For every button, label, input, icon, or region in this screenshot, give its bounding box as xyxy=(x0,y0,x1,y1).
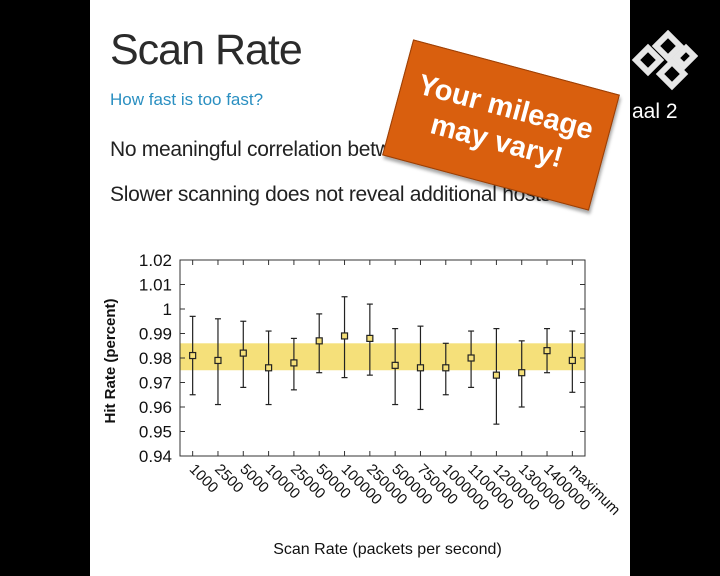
data-point xyxy=(264,364,273,372)
bullet-correlation: No meaningful correlation between sp xyxy=(110,138,452,161)
y-tick-label: 1.02 xyxy=(139,251,172,270)
slide-subtitle: How fast is too fast? xyxy=(110,90,264,109)
sticker-text: Your mileage may vary! xyxy=(414,68,597,175)
slide: Scan Rate How fast is too fast? No meani… xyxy=(90,0,630,576)
y-axis-title: Hit Rate (percent) xyxy=(102,298,119,423)
data-point xyxy=(416,364,425,372)
y-tick-label: 0.96 xyxy=(139,398,172,417)
confidence-band xyxy=(180,343,585,371)
data-point xyxy=(467,354,475,362)
data-point xyxy=(366,334,374,343)
data-point xyxy=(189,351,197,360)
data-point xyxy=(442,364,450,372)
data-point xyxy=(568,356,576,365)
data-point xyxy=(239,349,247,357)
data-point xyxy=(315,337,323,345)
data-point xyxy=(518,369,526,377)
y-tick-label: 0.95 xyxy=(139,423,172,442)
y-tick-label: 0.94 xyxy=(139,447,172,466)
data-point xyxy=(214,356,222,365)
data-point xyxy=(340,332,349,340)
slide-title: Scan Rate xyxy=(110,26,303,74)
bullet-slower-scanning: Slower scanning does not reveal addition… xyxy=(110,183,557,206)
y-tick-label: 0.97 xyxy=(139,374,172,393)
broadcaster-logo-icon xyxy=(631,30,698,91)
data-point xyxy=(391,361,399,369)
x-axis-title: Scan Rate (packets per second) xyxy=(273,541,502,558)
y-tick-label: 1 xyxy=(163,300,172,319)
y-tick-label: 1.01 xyxy=(139,276,172,295)
y-tick-label: 0.98 xyxy=(139,349,172,368)
data-point xyxy=(492,371,501,379)
x-tick-label: 1000 xyxy=(186,461,222,497)
channel-text: aal 2 xyxy=(632,100,678,123)
y-tick-label: 0.99 xyxy=(139,325,172,344)
data-point xyxy=(290,359,298,367)
data-point xyxy=(543,347,551,355)
